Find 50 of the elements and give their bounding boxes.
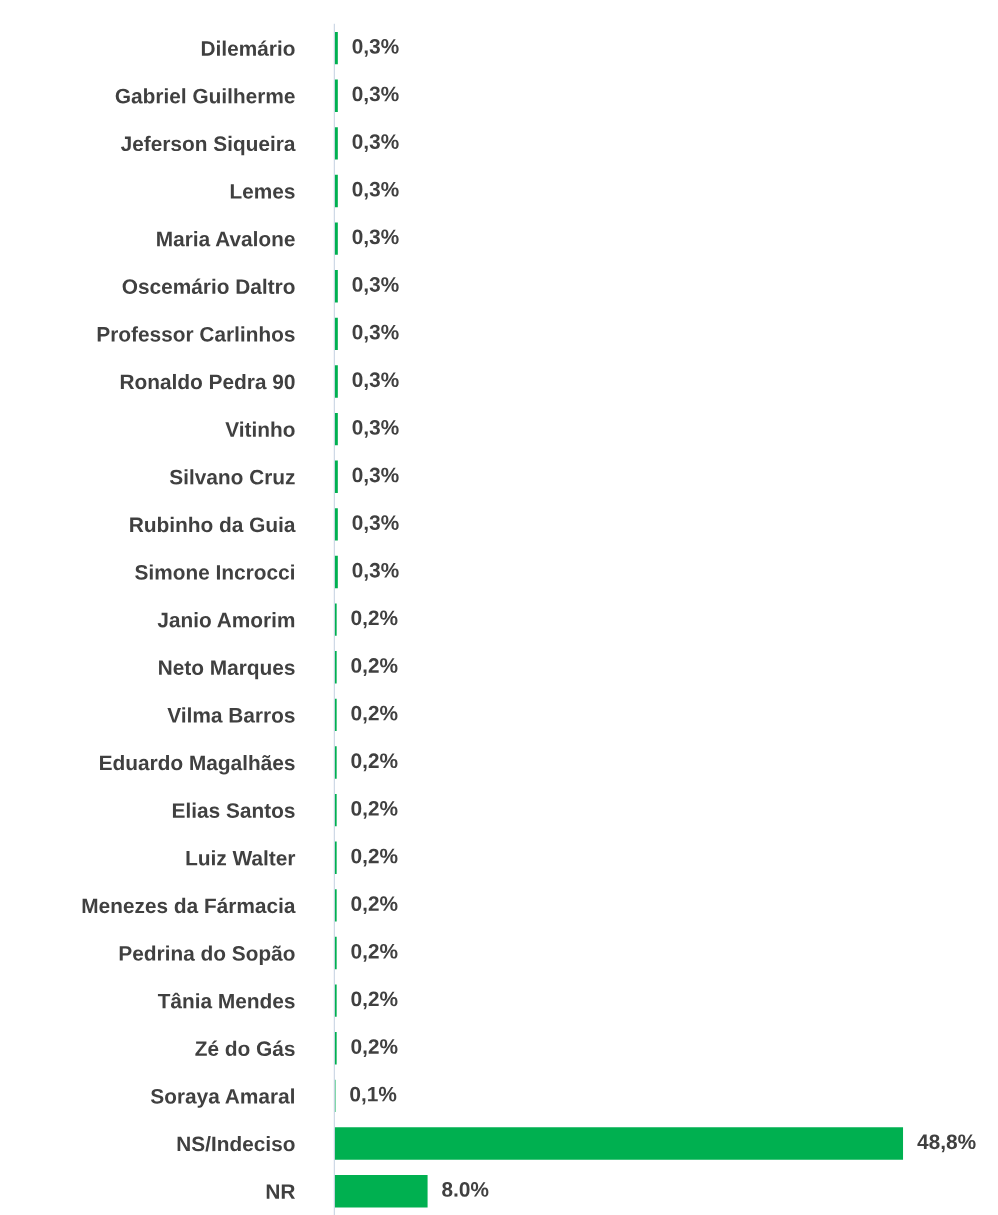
y-tick-label: Janio Amorim [157, 612, 295, 628]
y-tick-label: Zé do Gás [195, 1040, 295, 1057]
data-label: 8.0% [442, 1182, 489, 1197]
y-tick-label: Gabriel Guilherme [115, 88, 295, 104]
y-tick-label: Vilma Barros [167, 707, 295, 723]
y-tick-label: Elias Santos [172, 802, 295, 818]
data-label: 0,3% [352, 134, 399, 152]
data-label: 0,2% [351, 848, 398, 867]
y-tick-label: Jeferson Siqueira [120, 135, 296, 156]
y-tick-label: Dilemário [201, 40, 295, 56]
data-label: 0,2% [351, 658, 398, 676]
y-tick-label: NR [266, 1184, 296, 1199]
y-tick-label: Rubinho da Guia [130, 516, 296, 533]
y-tick-label: Soraya Amaral [150, 1088, 294, 1108]
y-tick-label: Maria Avalone [157, 231, 295, 247]
y-tick-label: Eduardo Magalhães [100, 754, 295, 775]
y-tick-label: Tânia Mendes [157, 992, 295, 1009]
data-label: 48,8% [917, 1134, 976, 1153]
data-label: 0,3% [352, 372, 399, 391]
data-label: 0,3% [352, 38, 399, 57]
data-label: 0,2% [351, 610, 398, 629]
data-label: 0,3% [352, 419, 399, 438]
data-label: 0,2% [351, 801, 398, 819]
data-label: 0,2% [351, 943, 398, 962]
y-tick-label: Lemes [230, 184, 295, 199]
data-label: 0,1% [350, 1086, 397, 1105]
y-tick-label: Vitinho [225, 421, 295, 437]
data-label: 0,2% [351, 705, 398, 724]
data-label: 0,3% [352, 467, 399, 486]
data-label: 0,2% [351, 753, 398, 772]
data-label: 0,3% [352, 86, 399, 105]
data-label: 0,3% [352, 562, 399, 581]
data-label: 0,2% [351, 991, 398, 1010]
y-tick-label: Ronaldo Pedra 90 [120, 373, 295, 390]
data-label: 0,2% [351, 1039, 398, 1057]
y-tick-label: Simone Incrocci [135, 564, 294, 580]
y-tick-label: Oscemário Daltro [122, 278, 295, 295]
y-tick-label: Professor Carlinhos [97, 326, 295, 342]
y-tick-label: NS/Indeciso [177, 1136, 295, 1152]
y-tick-label: Pedrina do Sopão [119, 945, 295, 965]
data-label: 0,2% [351, 896, 398, 915]
data-label: 0,3% [352, 515, 399, 534]
data-label: 0,3% [352, 324, 399, 343]
y-tick-label: Luiz Walter [186, 850, 296, 866]
data-label: 0,3% [352, 229, 399, 248]
data-label: 0,3% [352, 277, 399, 295]
y-tick-label: Menezes da Fármacia [82, 897, 296, 914]
y-tick-label: Neto Marques [159, 660, 295, 680]
y-tick-label: Silvano Cruz [169, 469, 295, 485]
data-label: 0,3% [352, 181, 399, 200]
